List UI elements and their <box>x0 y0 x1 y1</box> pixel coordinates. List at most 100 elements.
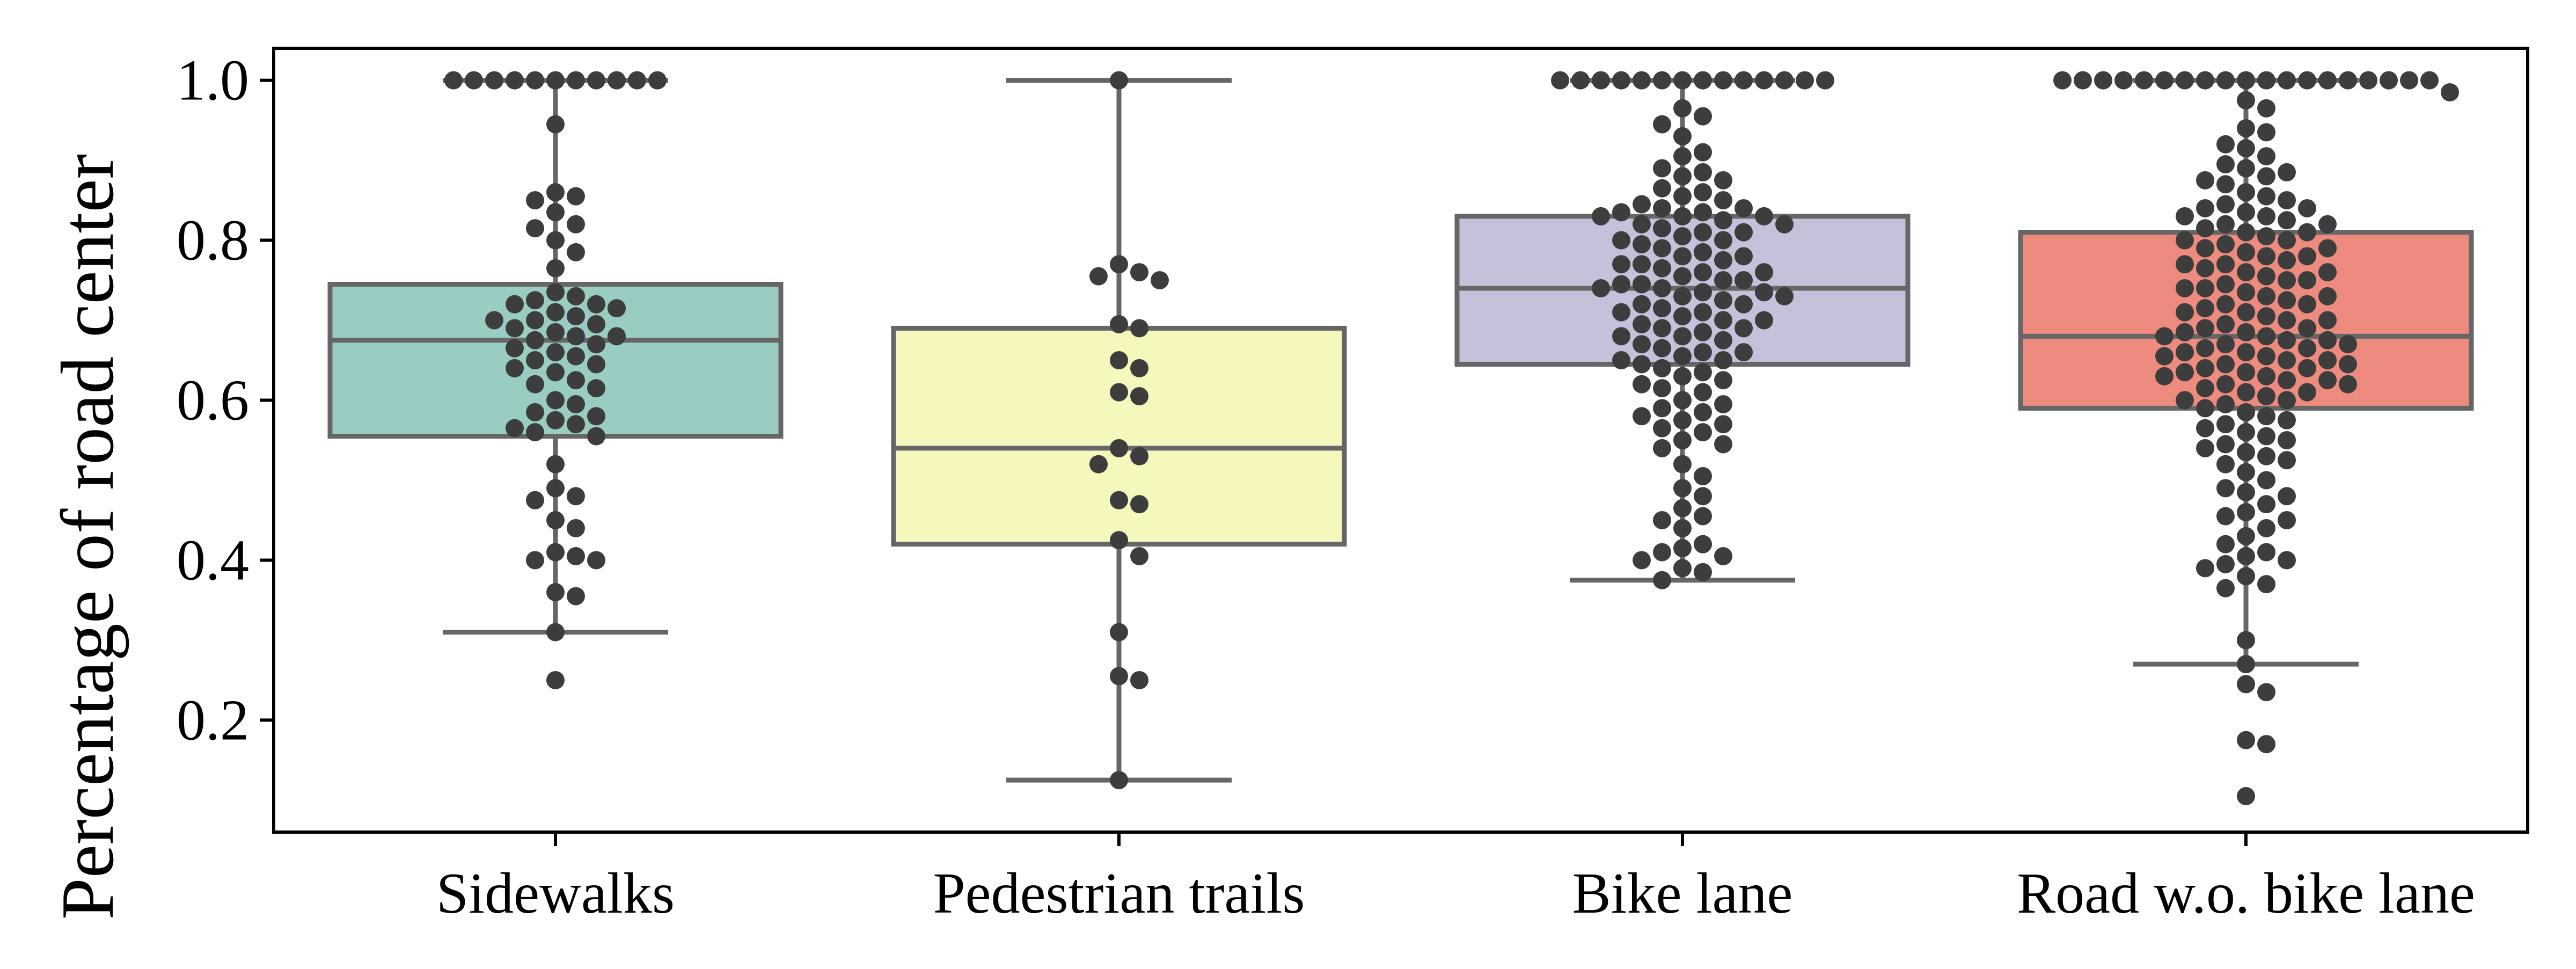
data-point <box>2318 331 2337 349</box>
data-point <box>2176 343 2194 362</box>
data-point <box>546 115 565 134</box>
data-point <box>567 243 585 261</box>
data-point <box>2216 275 2235 294</box>
data-point <box>567 71 585 90</box>
data-point <box>1714 311 1732 330</box>
data-point <box>2339 375 2357 394</box>
data-point <box>1653 399 1671 418</box>
data-point <box>526 311 544 330</box>
data-point <box>1714 395 1732 413</box>
data-point <box>2176 363 2194 382</box>
data-point <box>2237 91 2255 110</box>
data-point <box>1653 279 1671 297</box>
data-point <box>2237 263 2255 282</box>
x-tick-label: Sidewalks <box>436 862 675 926</box>
data-point <box>1694 343 1712 362</box>
data-point <box>2257 227 2275 246</box>
data-point <box>1653 571 1671 589</box>
data-point <box>526 375 544 394</box>
data-point <box>2237 527 2255 545</box>
data-point <box>2196 239 2214 258</box>
data-point <box>1110 383 1128 402</box>
data-point <box>2216 355 2235 374</box>
data-point <box>2216 579 2235 598</box>
data-point <box>1633 551 1651 570</box>
data-point <box>546 71 565 90</box>
data-point <box>2298 199 2316 217</box>
data-point <box>567 587 585 606</box>
data-point <box>546 363 565 382</box>
data-point <box>1673 71 1692 90</box>
data-point <box>2237 323 2255 341</box>
data-point <box>1612 327 1630 346</box>
data-point <box>1571 71 1590 90</box>
data-point <box>1673 327 1692 346</box>
data-point <box>1653 299 1671 318</box>
data-point <box>2257 247 2275 266</box>
data-point <box>2318 263 2337 282</box>
data-point <box>2278 271 2296 290</box>
data-point <box>2298 295 2316 314</box>
data-point <box>2441 83 2459 101</box>
data-point <box>2278 211 2296 230</box>
data-point <box>2257 735 2275 754</box>
data-point <box>1633 255 1651 274</box>
data-point <box>567 287 585 305</box>
data-point <box>1694 507 1712 526</box>
box-group <box>327 71 784 689</box>
data-point <box>2216 315 2235 333</box>
data-point <box>1151 271 1169 290</box>
data-point <box>546 671 565 689</box>
data-point <box>1694 283 1712 302</box>
data-point <box>2257 427 2275 446</box>
data-point <box>2237 159 2255 178</box>
data-point <box>2196 219 2214 238</box>
data-point <box>567 187 585 206</box>
data-point <box>1653 339 1671 358</box>
data-point <box>2135 71 2153 90</box>
data-point <box>1673 167 1692 186</box>
data-point <box>546 543 565 562</box>
data-point <box>567 487 585 506</box>
data-point <box>2237 675 2255 694</box>
data-point <box>1633 195 1651 214</box>
x-tick-label: Pedestrian trails <box>933 862 1305 926</box>
data-point <box>2318 239 2337 258</box>
data-point <box>2053 71 2072 90</box>
data-point <box>2176 71 2194 90</box>
data-point <box>2196 199 2214 217</box>
data-point <box>567 371 585 390</box>
data-point <box>1130 263 1148 282</box>
data-point <box>2278 431 2296 449</box>
data-point <box>1714 351 1732 370</box>
data-point <box>546 623 565 642</box>
data-point <box>587 71 605 90</box>
data-point <box>2278 551 2296 570</box>
data-point <box>2237 183 2255 202</box>
data-point <box>2155 71 2174 90</box>
data-point <box>2074 71 2092 90</box>
data-point <box>546 411 565 429</box>
data-point <box>2196 279 2214 297</box>
data-point <box>1673 347 1692 366</box>
data-point <box>1673 391 1692 410</box>
data-point <box>587 379 605 398</box>
data-point <box>2196 71 2214 90</box>
data-point <box>2257 71 2275 90</box>
data-point <box>1735 223 1753 242</box>
data-point <box>1110 351 1128 370</box>
data-point <box>1673 559 1692 578</box>
data-point <box>2237 223 2255 242</box>
data-point <box>2257 519 2275 537</box>
data-point <box>2278 231 2296 250</box>
data-point <box>2237 243 2255 261</box>
data-point <box>1130 319 1148 338</box>
data-point <box>1633 355 1651 374</box>
data-point <box>1735 343 1753 362</box>
data-point <box>1130 671 1148 689</box>
data-point <box>546 323 565 341</box>
data-point <box>1816 71 1834 90</box>
data-point <box>2176 255 2194 274</box>
data-point <box>1694 143 1712 162</box>
